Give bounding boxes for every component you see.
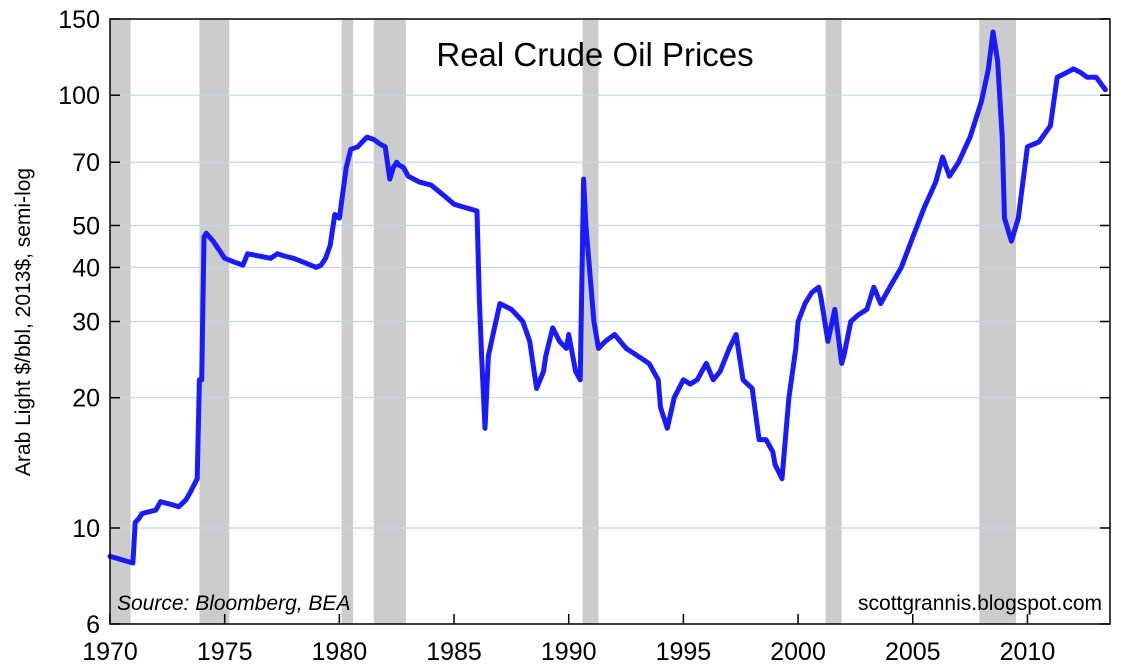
price-series — [107, 29, 1108, 566]
x-tick-label-2000: 2000 — [770, 638, 826, 666]
x-tick-label-2005: 2005 — [885, 638, 941, 666]
y-axis-label: Arab Light $/bbl, 2013$, semi-log — [12, 168, 35, 476]
x-tick-label-1980: 1980 — [312, 638, 368, 666]
source-note: Source: Bloomberg, BEA — [117, 592, 350, 615]
y-tick-label-150: 150 — [58, 6, 100, 34]
x-tick-label-2010: 2010 — [1000, 638, 1056, 666]
y-tick-label-50: 50 — [72, 212, 100, 240]
x-tick-label-1990: 1990 — [541, 638, 597, 666]
y-tick-label-100: 100 — [58, 82, 100, 110]
y-tick-label-70: 70 — [72, 149, 100, 177]
y-tick-label-10: 10 — [72, 515, 100, 543]
x-tick-label-1975: 1975 — [197, 638, 253, 666]
y-tick-label-40: 40 — [72, 254, 100, 282]
blog-credit: scottgrannis.blogspot.com — [858, 592, 1102, 615]
series-line-0 — [107, 29, 1108, 566]
x-tick-label-1995: 1995 — [656, 638, 712, 666]
x-tick-label-1970: 1970 — [82, 638, 138, 666]
y-axis-ticks: 6 10 20 30 40 50 70 100 150 — [58, 6, 1110, 639]
y-tick-label-30: 30 — [72, 309, 100, 337]
x-tick-label-1985: 1985 — [426, 638, 482, 666]
y-tick-label-20: 20 — [72, 385, 100, 413]
chart-title: Real Crude Oil Prices — [436, 36, 753, 73]
x-axis-ticks: 1970 1975 1980 1985 1990 1995 2000 2005 2010 — [82, 614, 1055, 666]
y-tick-label-6: 6 — [86, 611, 100, 639]
